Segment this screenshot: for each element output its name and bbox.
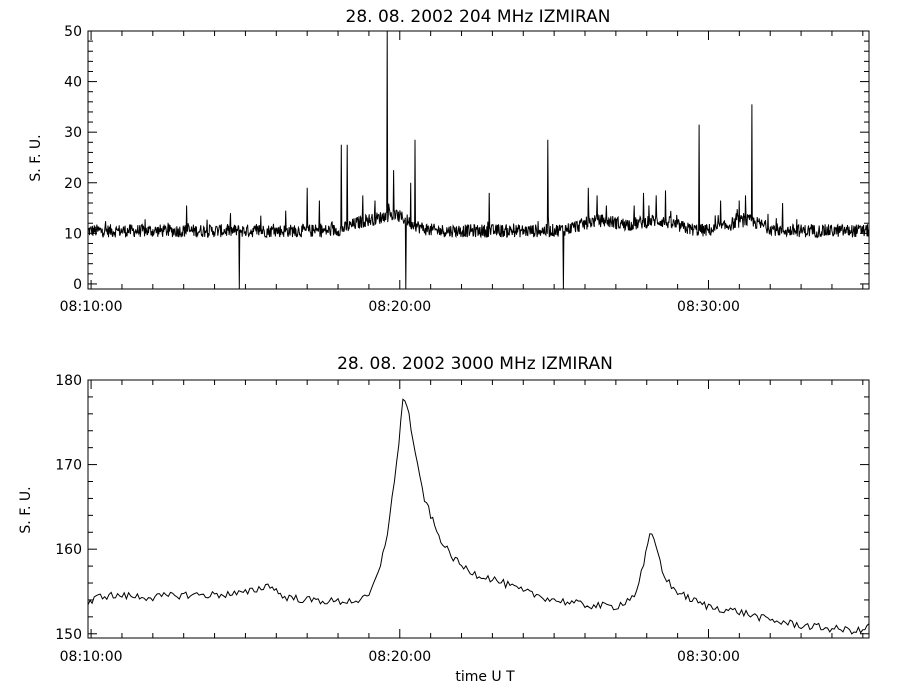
x-tick-label: 08:10:00 bbox=[60, 299, 123, 315]
tick-labels: 0 10 20 30 40 50 08:10:00 08:20:00 08:30:00 bbox=[60, 24, 740, 315]
y-tick-label: 50 bbox=[64, 24, 82, 40]
x-tick-label: 08:30:00 bbox=[677, 299, 740, 315]
series-line-204mhz bbox=[87, 30, 870, 290]
x-axis-label: time U T bbox=[455, 669, 515, 685]
y-tick-label: 20 bbox=[64, 176, 82, 192]
x-tick-label: 08:20:00 bbox=[368, 299, 431, 315]
axis-ticks bbox=[88, 379, 869, 638]
y-tick-label: 180 bbox=[55, 373, 82, 389]
plot-frame bbox=[87, 379, 870, 639]
y-tick-label: 0 bbox=[73, 277, 82, 293]
y-tick-label: 30 bbox=[64, 125, 82, 141]
y-tick-label: 160 bbox=[55, 542, 82, 558]
y-axis-label: S. F. U. bbox=[18, 486, 34, 533]
tick-labels: 150 160 170 180 08:10:00 08:20:00 08:30:00 bbox=[55, 373, 740, 665]
plot-frame bbox=[87, 30, 870, 290]
series-line-3000mhz bbox=[87, 398, 870, 635]
y-axis-label: S. F. U. bbox=[28, 134, 44, 181]
x-tick-label: 08:10:00 bbox=[60, 649, 123, 665]
x-tick-label: 08:30:00 bbox=[677, 649, 740, 665]
x-tick-label: 08:20:00 bbox=[368, 649, 431, 665]
y-tick-label: 170 bbox=[55, 458, 82, 474]
y-tick-label: 40 bbox=[64, 75, 82, 91]
panel-204mhz: 28. 08. 2002 204 MHz IZMIRAN S. F. U. 0 1… bbox=[28, 7, 870, 315]
chart-title: 28. 08. 2002 3000 MHz IZMIRAN bbox=[337, 354, 613, 374]
panel-3000mhz: 28. 08. 2002 3000 MHz IZMIRAN S. F. U. 1… bbox=[18, 354, 870, 685]
y-tick-label: 10 bbox=[64, 226, 82, 242]
y-tick-label: 150 bbox=[55, 627, 82, 643]
chart-title: 28. 08. 2002 204 MHz IZMIRAN bbox=[346, 7, 611, 27]
